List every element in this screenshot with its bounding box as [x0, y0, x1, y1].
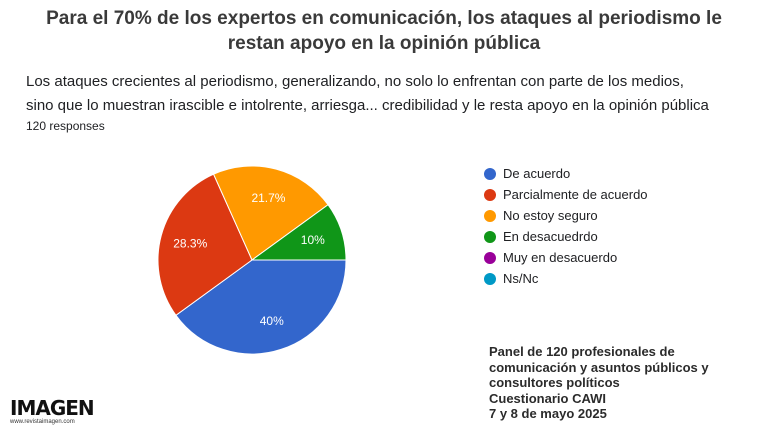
- logo-url: www.revistaimagen.com: [10, 419, 75, 425]
- legend-item-0: De acuerdo: [484, 163, 648, 184]
- legend-swatch-5: [484, 272, 496, 285]
- legend-label-0: De acuerdo: [503, 166, 571, 181]
- panel-note-line-1: Panel de 120 profesionales de: [489, 344, 675, 359]
- chart-title-line-1: Para el 70% de los expertos en comunicac…: [46, 8, 722, 29]
- pie-slice-0: [175, 259, 347, 355]
- chart-title-line-2: restan apoyo en la opinión pública: [227, 33, 541, 54]
- logo-wordmark: IMAGEN: [10, 396, 95, 420]
- pie-slice-2: [212, 165, 329, 261]
- legend-item-5: Ns/Nc: [484, 268, 648, 289]
- panel-note: Panel de 120 profesionales de comunicaci…: [489, 344, 749, 422]
- panel-note-line-5: 7 y 8 de mayo 2025: [489, 406, 607, 421]
- legend-swatch-4: [484, 251, 496, 264]
- legend-label-1: Parcialmente de acuerdo: [503, 187, 648, 202]
- pie-slice-label-0: 40%: [260, 314, 284, 328]
- legend-swatch-2: [484, 209, 496, 222]
- legend-item-1: Parcialmente de acuerdo: [484, 184, 648, 205]
- pie-slice-label-1: 28.3%: [173, 237, 207, 251]
- survey-question: Los ataques crecientes al periodismo, ge…: [26, 70, 756, 118]
- legend-swatch-0: [484, 167, 496, 180]
- legend-label-2: No estoy seguro: [503, 208, 598, 223]
- survey-question-line-2: sino que lo muestran irascible e intolre…: [26, 97, 709, 114]
- legend-item-3: En desacuedrdo: [484, 226, 648, 247]
- panel-note-line-3: consultores políticos: [489, 375, 620, 390]
- legend-label-4: Muy en desacuerdo: [503, 250, 618, 265]
- imagen-logo: IMAGEN www.revistaimagen.com: [10, 396, 95, 426]
- legend-item-4: Muy en desacuerdo: [484, 247, 648, 268]
- pie-slice-3: [250, 204, 347, 261]
- panel-note-line-4: Cuestionario CAWI: [489, 390, 607, 406]
- pie-slice-1: [157, 173, 253, 316]
- survey-question-line-1: Los ataques crecientes al periodismo, ge…: [26, 73, 684, 90]
- response-count: 120 responses: [26, 119, 105, 133]
- legend-swatch-3: [484, 230, 496, 243]
- legend-label-3: En desacuedrdo: [503, 229, 598, 244]
- pie-slice-label-3: 10%: [301, 233, 325, 247]
- chart-title: Para el 70% de los expertos en comunicac…: [0, 6, 768, 56]
- panel-note-line-2: comunicación y asuntos públicos y: [489, 359, 709, 375]
- legend-item-2: No estoy seguro: [484, 205, 648, 226]
- legend-label-5: Ns/Nc: [503, 271, 539, 286]
- chart-legend: De acuerdo Parcialmente de acuerdo No esto…: [484, 163, 648, 289]
- legend-swatch-1: [484, 188, 496, 201]
- pie-slice-label-2: 21.7%: [251, 191, 285, 205]
